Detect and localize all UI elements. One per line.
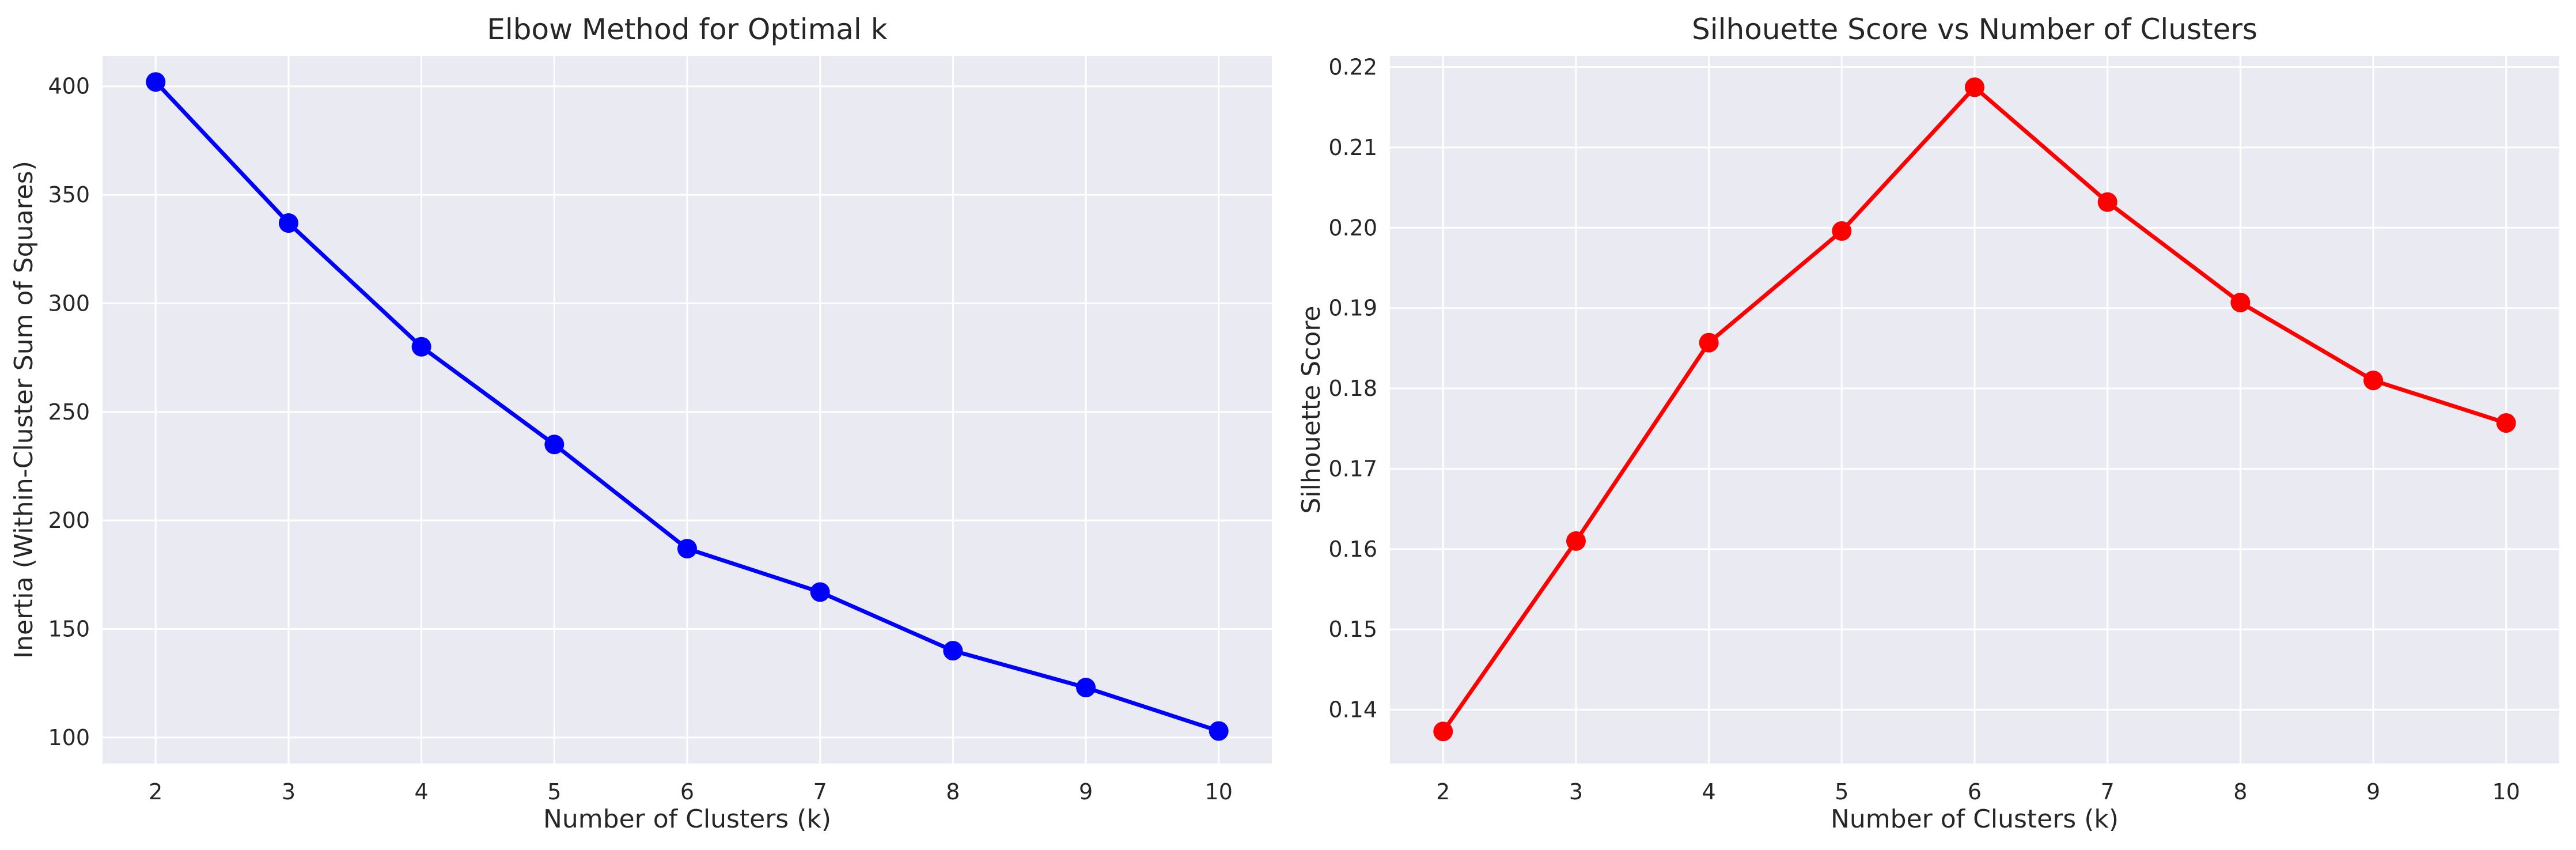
elbow-y-tick-labels: 100 150 200 250 300 350 400 <box>48 74 90 750</box>
elbow-data-point <box>278 213 298 233</box>
silhouette-y-tick-labels: 0.14 0.15 0.16 0.17 0.18 0.19 0.20 0.21 0.22 <box>1328 55 1377 723</box>
elbow-y-axis-label: Inertia (Within-Cluster Sum of Squares) <box>9 161 39 659</box>
elbow-data-point <box>677 539 697 559</box>
elbow-x-tick-labels: 2 3 4 5 6 7 8 9 10 <box>149 779 1233 804</box>
x-tick-label: 3 <box>1569 779 1583 804</box>
x-tick-label: 7 <box>813 779 827 804</box>
y-tick-label: 0.14 <box>1328 697 1377 723</box>
silhouette-data-point <box>1433 721 1453 742</box>
x-tick-label: 5 <box>1835 779 1848 804</box>
silhouette-y-axis-label: Silhouette Score <box>1297 306 1326 514</box>
elbow-data-point <box>411 337 431 357</box>
y-tick-label: 200 <box>48 508 90 533</box>
x-tick-label: 4 <box>1702 779 1716 804</box>
silhouette-data-point <box>1566 531 1586 551</box>
silhouette-grid <box>1390 56 2559 764</box>
x-tick-label: 10 <box>1205 779 1233 804</box>
y-tick-label: 250 <box>48 399 90 425</box>
y-tick-label: 0.19 <box>1328 296 1377 321</box>
silhouette-data-point <box>1965 77 1984 97</box>
y-tick-label: 0.22 <box>1328 55 1377 80</box>
y-tick-label: 100 <box>48 725 90 750</box>
silhouette-series <box>1433 77 2516 742</box>
silhouette-data-point <box>1832 221 1852 241</box>
y-tick-label: 0.18 <box>1328 376 1377 401</box>
x-tick-label: 8 <box>946 779 960 804</box>
x-tick-label: 4 <box>415 779 429 804</box>
y-tick-label: 0.15 <box>1328 617 1377 642</box>
y-tick-label: 300 <box>48 290 90 316</box>
x-tick-label: 6 <box>680 779 694 804</box>
y-tick-label: 350 <box>48 182 90 207</box>
x-tick-label: 3 <box>282 779 296 804</box>
x-tick-label: 10 <box>2492 779 2520 804</box>
elbow-data-point <box>1209 721 1229 741</box>
silhouette-chart: 2 3 4 5 6 7 8 9 10 0.140.150.160.170.180.190.200… <box>1297 13 2559 834</box>
elbow-data-point <box>810 582 830 602</box>
elbow-data-point <box>1076 678 1096 698</box>
silhouette-data-point <box>2230 292 2251 312</box>
silhouette-chart-title: Silhouette Score vs Number of Clusters <box>1692 13 2257 46</box>
silhouette-x-tick-labels: 2 3 4 5 6 7 8 9 10 <box>1436 779 2520 804</box>
elbow-x-axis-label: Number of Clusters (k) <box>543 804 831 834</box>
x-tick-label: 9 <box>1079 779 1093 804</box>
y-tick-label: 0.17 <box>1328 456 1377 481</box>
x-tick-label: 5 <box>547 779 561 804</box>
y-tick-label: 0.20 <box>1328 215 1377 240</box>
silhouette-data-point <box>2363 371 2384 391</box>
x-tick-label: 2 <box>1436 779 1450 804</box>
x-tick-label: 6 <box>1968 779 1982 804</box>
elbow-series <box>146 72 1229 741</box>
x-tick-label: 8 <box>2233 779 2247 804</box>
y-tick-label: 400 <box>48 74 90 99</box>
x-tick-label: 2 <box>149 779 162 804</box>
silhouette-data-point <box>1699 333 1719 353</box>
elbow-chart-title: Elbow Method for Optimal k <box>487 13 887 46</box>
x-tick-label: 9 <box>2366 779 2380 804</box>
elbow-grid <box>103 56 1272 764</box>
y-tick-label: 0.21 <box>1328 135 1377 160</box>
y-tick-label: 150 <box>48 616 90 641</box>
elbow-data-point <box>544 435 565 455</box>
elbow-chart: 2 3 4 5 6 7 8 9 10 100 150 200 250 300 350 400 Elbow M… <box>9 13 1272 834</box>
silhouette-data-point <box>2097 192 2117 212</box>
silhouette-x-axis-label: Number of Clusters (k) <box>1831 804 2119 834</box>
elbow-data-point <box>146 72 166 92</box>
elbow-data-point <box>943 641 963 661</box>
y-tick-label: 0.16 <box>1328 537 1377 562</box>
x-tick-label: 7 <box>2101 779 2115 804</box>
silhouette-data-point <box>2496 413 2516 433</box>
